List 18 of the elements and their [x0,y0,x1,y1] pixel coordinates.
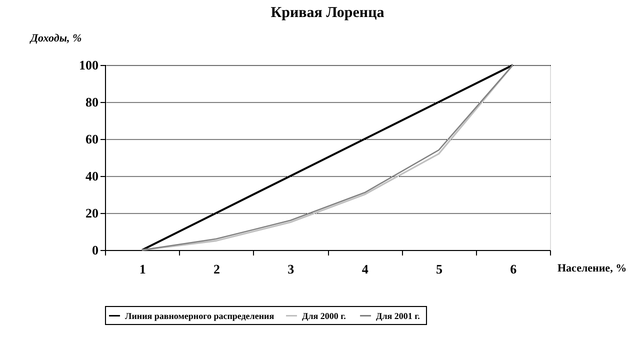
y-tick-label: 20 [86,206,98,220]
x-axis-title: Население, % [558,262,627,274]
x-tick-label: 5 [436,262,443,276]
y-tick-label: 60 [86,132,98,146]
x-tick-label: 2 [214,262,220,276]
legend-label: Для 2000 г. [302,310,346,321]
legend-label: Для 2001 г. [376,310,420,321]
x-tick-label: 1 [139,262,146,276]
y-axis-title: Доходы, % [30,32,82,44]
legend-label: Линия равномерного распределения [125,310,274,321]
x-tick-label: 3 [288,262,295,276]
chart-title: Кривая Лоренца [270,5,385,21]
x-tick-label: 4 [362,262,369,276]
y-tick-label: 0 [92,242,98,258]
y-tick-label: 80 [86,94,98,110]
x-tick-label: 6 [510,262,518,276]
y-tick-label: 100 [79,58,98,72]
y-tick-label: 40 [86,168,98,184]
